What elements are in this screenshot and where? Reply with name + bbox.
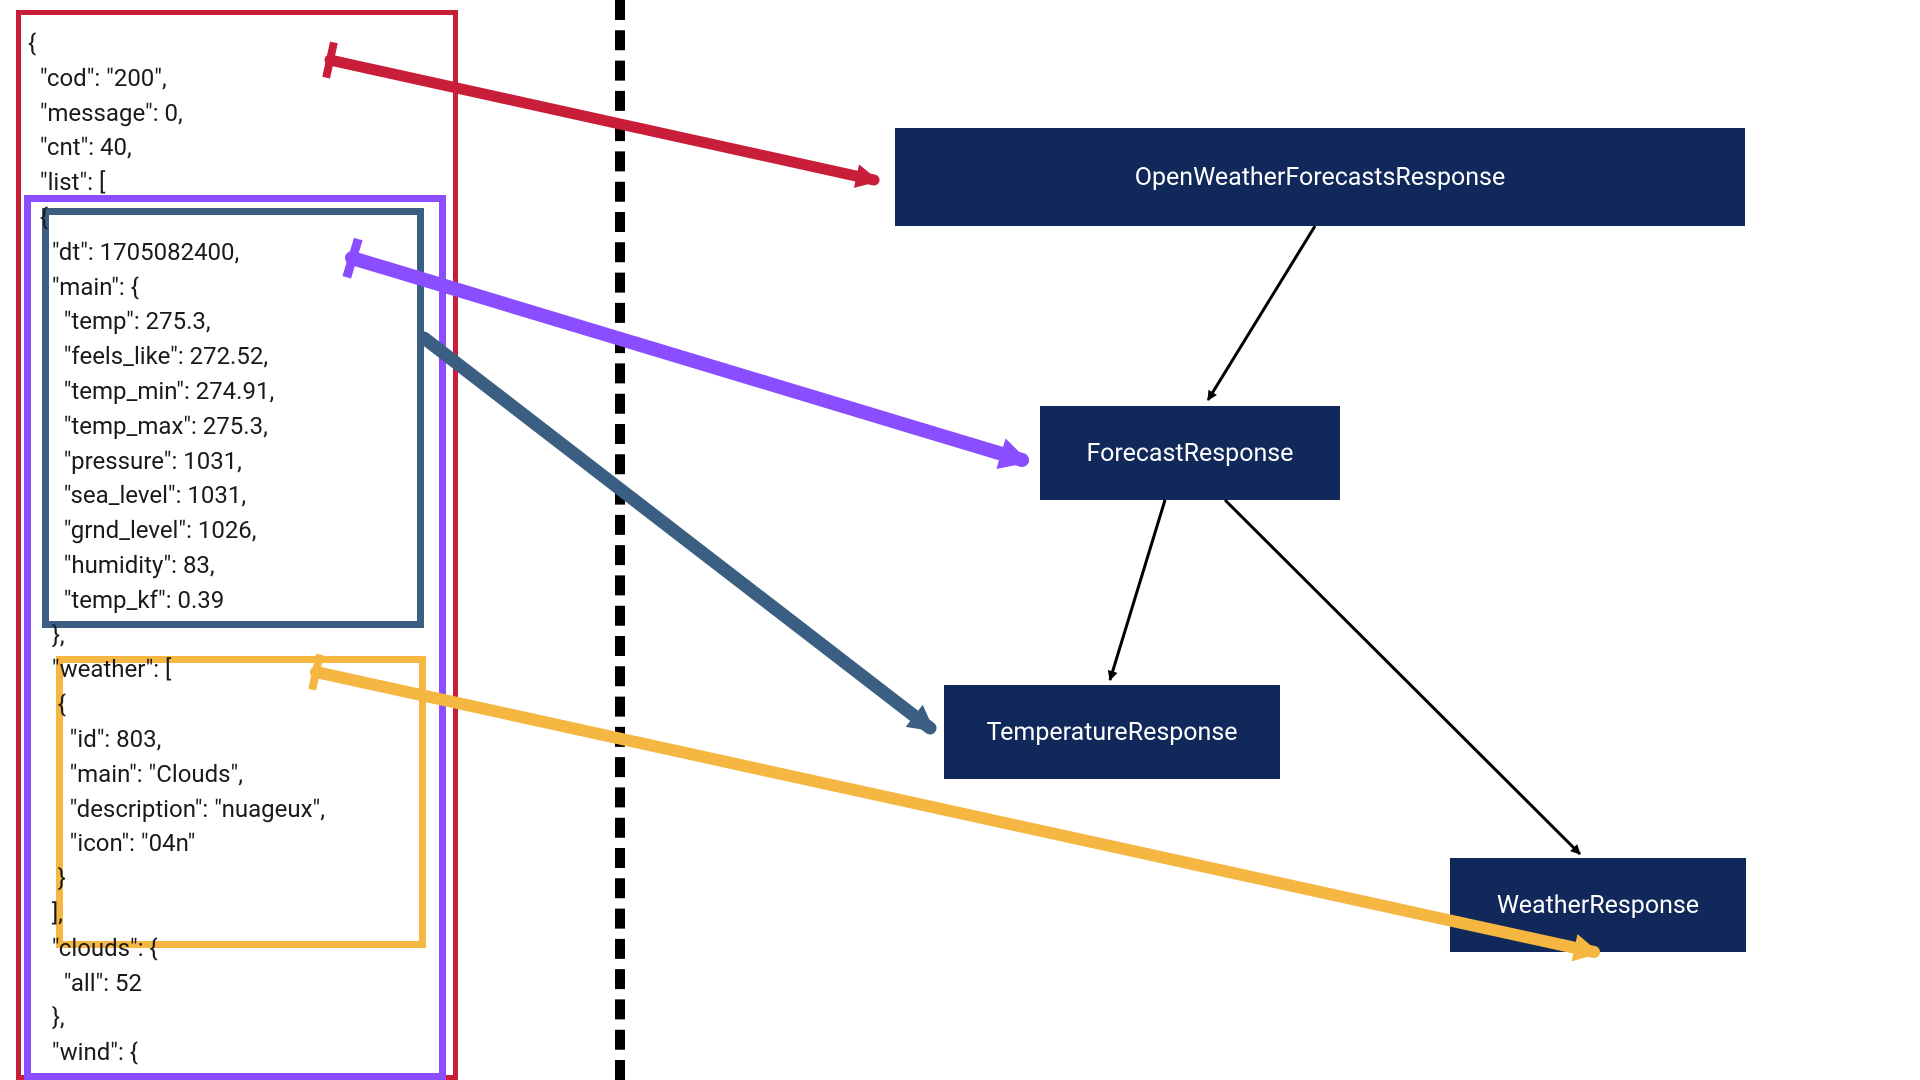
- class-label: OpenWeatherForecastsResponse: [1135, 163, 1505, 192]
- class-box-temperature: TemperatureResponse: [944, 685, 1280, 779]
- class-label: TemperatureResponse: [986, 718, 1237, 747]
- json-code-block: { "cod": "200", "message": 0, "cnt": 40,…: [28, 26, 448, 1070]
- class-box-openweather: OpenWeatherForecastsResponse: [895, 128, 1745, 226]
- class-label: WeatherResponse: [1497, 891, 1699, 920]
- vertical-divider: [615, 0, 625, 1080]
- class-box-weather: WeatherResponse: [1450, 858, 1746, 952]
- class-label: ForecastResponse: [1087, 439, 1294, 468]
- class-box-forecast: ForecastResponse: [1040, 406, 1340, 500]
